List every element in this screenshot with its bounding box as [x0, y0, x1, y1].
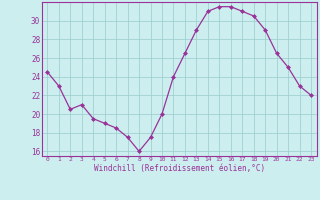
X-axis label: Windchill (Refroidissement éolien,°C): Windchill (Refroidissement éolien,°C): [94, 164, 265, 173]
